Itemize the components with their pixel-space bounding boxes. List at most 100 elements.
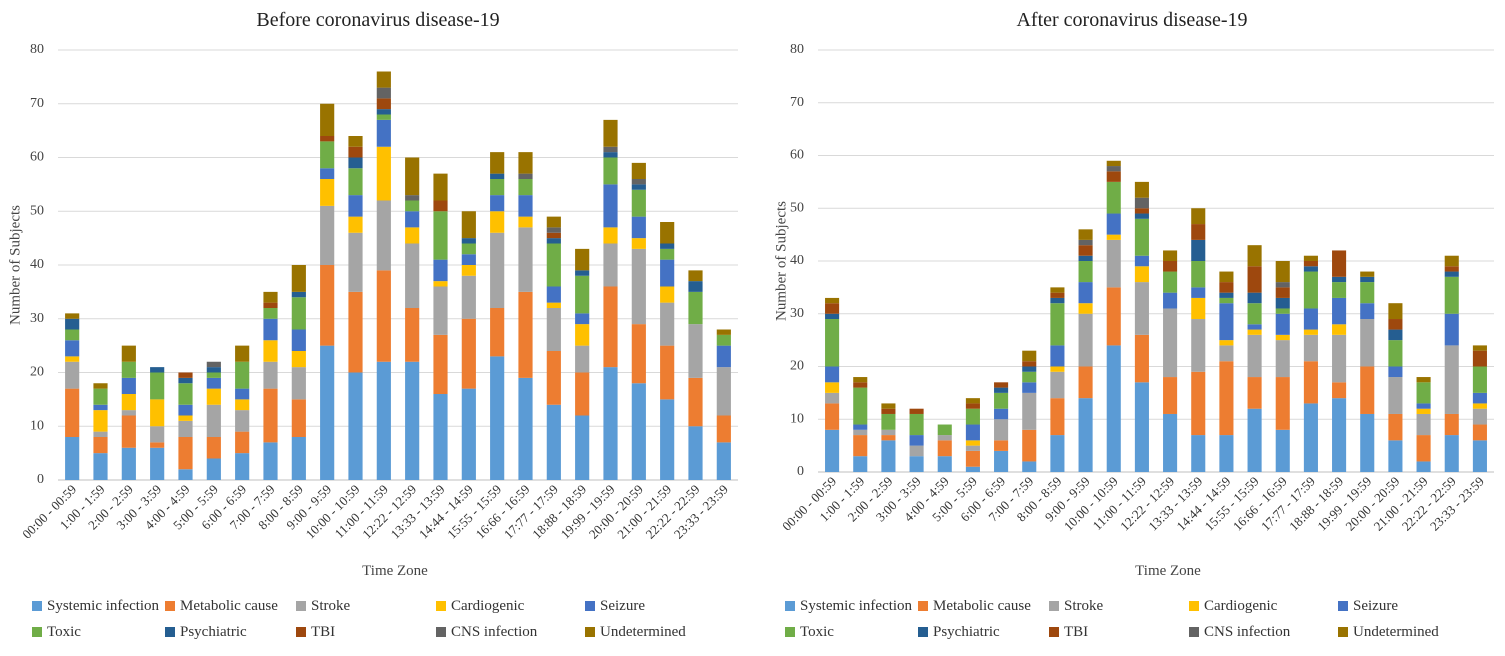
bar-segment — [1191, 319, 1206, 372]
bar-segment — [1247, 408, 1262, 472]
bar-segment — [1106, 160, 1121, 167]
bar-segment — [716, 334, 731, 346]
bar-segment — [121, 415, 136, 448]
bar-segment — [1078, 229, 1093, 240]
bar-segment — [376, 361, 391, 480]
bar-segment — [461, 275, 476, 319]
bar-segment — [994, 419, 1009, 441]
bar-segment — [1163, 261, 1178, 272]
bar-segment — [376, 114, 391, 120]
bar-segment — [1219, 303, 1234, 341]
bar-segment — [291, 437, 306, 480]
bar-segment — [1022, 461, 1037, 472]
chart-after: After coronavirus disease-19 Number of S… — [773, 9, 1494, 579]
legend-label: CNS infection — [451, 623, 538, 640]
bar-segment — [881, 435, 896, 441]
legend-label: Metabolic cause — [180, 597, 278, 614]
bar-segment — [65, 356, 80, 362]
legend-item: Seizure — [585, 596, 645, 616]
legend-item: Stroke — [296, 596, 350, 616]
bar-segment — [320, 141, 335, 169]
bar-segment — [263, 302, 278, 308]
bar-segment — [376, 119, 391, 147]
bar-segment — [1360, 366, 1375, 414]
bar-segment — [881, 403, 896, 409]
bar-segment — [853, 456, 868, 472]
bar-segment — [1134, 197, 1149, 209]
bar-segment — [405, 361, 420, 480]
bar-segment — [994, 440, 1009, 451]
y-tick-label: 80 — [30, 42, 44, 57]
bar-segment — [518, 291, 533, 378]
legend-label: Psychiatric — [933, 623, 1000, 640]
bar-segment — [376, 87, 391, 99]
bar-segment — [376, 71, 391, 88]
bar-segment — [631, 216, 646, 239]
bar-segment — [1303, 271, 1318, 309]
bar-segment — [121, 394, 136, 411]
bar-segment — [825, 303, 840, 314]
legend-swatch — [1049, 601, 1059, 611]
bar-segment — [291, 297, 306, 330]
bar-segment — [376, 109, 391, 115]
bar-segment — [263, 361, 278, 389]
bar-segment — [575, 324, 590, 346]
bar-segment — [1472, 350, 1487, 367]
y-tick-label: 30 — [30, 311, 44, 326]
bar-segment — [1078, 261, 1093, 283]
bar-segment — [1247, 266, 1262, 293]
bar-segment — [1275, 282, 1290, 288]
legend-label: TBI — [311, 623, 336, 640]
bar-segment — [320, 345, 335, 480]
y-tick-label: 10 — [790, 411, 804, 426]
bar-segment — [688, 324, 703, 378]
bar-segment — [93, 437, 108, 454]
bar-segment — [93, 404, 108, 411]
legend-label: Systemic infection — [800, 597, 913, 614]
bar-segment — [1332, 398, 1347, 472]
bar-segment — [546, 404, 561, 480]
bar-segment — [150, 442, 165, 448]
legend-label: Undetermined — [1353, 623, 1439, 640]
bar-segment — [1388, 377, 1403, 414]
chart-panel-after: After coronavirus disease-19 Number of S… — [753, 0, 1505, 656]
bar-segment — [1472, 403, 1487, 409]
bar-segment — [93, 431, 108, 437]
y-tick-label: 60 — [790, 148, 804, 163]
y-tick-label: 50 — [30, 203, 44, 218]
bar-segment — [1472, 392, 1487, 404]
bar-segment — [178, 383, 193, 405]
bar-segment — [1303, 329, 1318, 335]
bar-segment — [490, 232, 505, 308]
chart-title: After coronavirus disease-19 — [1016, 9, 1247, 31]
bar-segment — [65, 388, 80, 437]
bar-segment — [1106, 239, 1121, 288]
legend-swatch — [1049, 627, 1059, 637]
bar-segment — [688, 426, 703, 480]
bar-segment — [1106, 171, 1121, 182]
bar-segment — [1416, 408, 1431, 414]
bar-segment — [1022, 350, 1037, 362]
bar-segment — [1163, 271, 1178, 293]
bar-segment — [518, 377, 533, 480]
y-tick-label: 20 — [30, 365, 44, 380]
bar-segment — [575, 275, 590, 314]
bar-segment — [1275, 308, 1290, 314]
bar-segment — [1106, 213, 1121, 235]
bar-segment — [631, 179, 646, 185]
legend-item: CNS infection — [436, 622, 537, 642]
bar-segment — [1050, 303, 1065, 346]
bar-segment — [1191, 297, 1206, 320]
legend-label: Undetermined — [600, 623, 686, 640]
legend-swatch — [436, 601, 446, 611]
bar-segment — [433, 286, 448, 335]
legend-label: TBI — [1064, 623, 1089, 640]
legend-item: Cardiogenic — [436, 596, 524, 616]
bar-segment — [1275, 261, 1290, 283]
bar-segment — [1078, 245, 1093, 256]
bar-segment — [603, 157, 618, 185]
y-tick-label: 10 — [30, 418, 44, 433]
bar-segment — [405, 211, 420, 228]
bar-segment — [1444, 413, 1459, 436]
bar-segment — [1303, 334, 1318, 362]
